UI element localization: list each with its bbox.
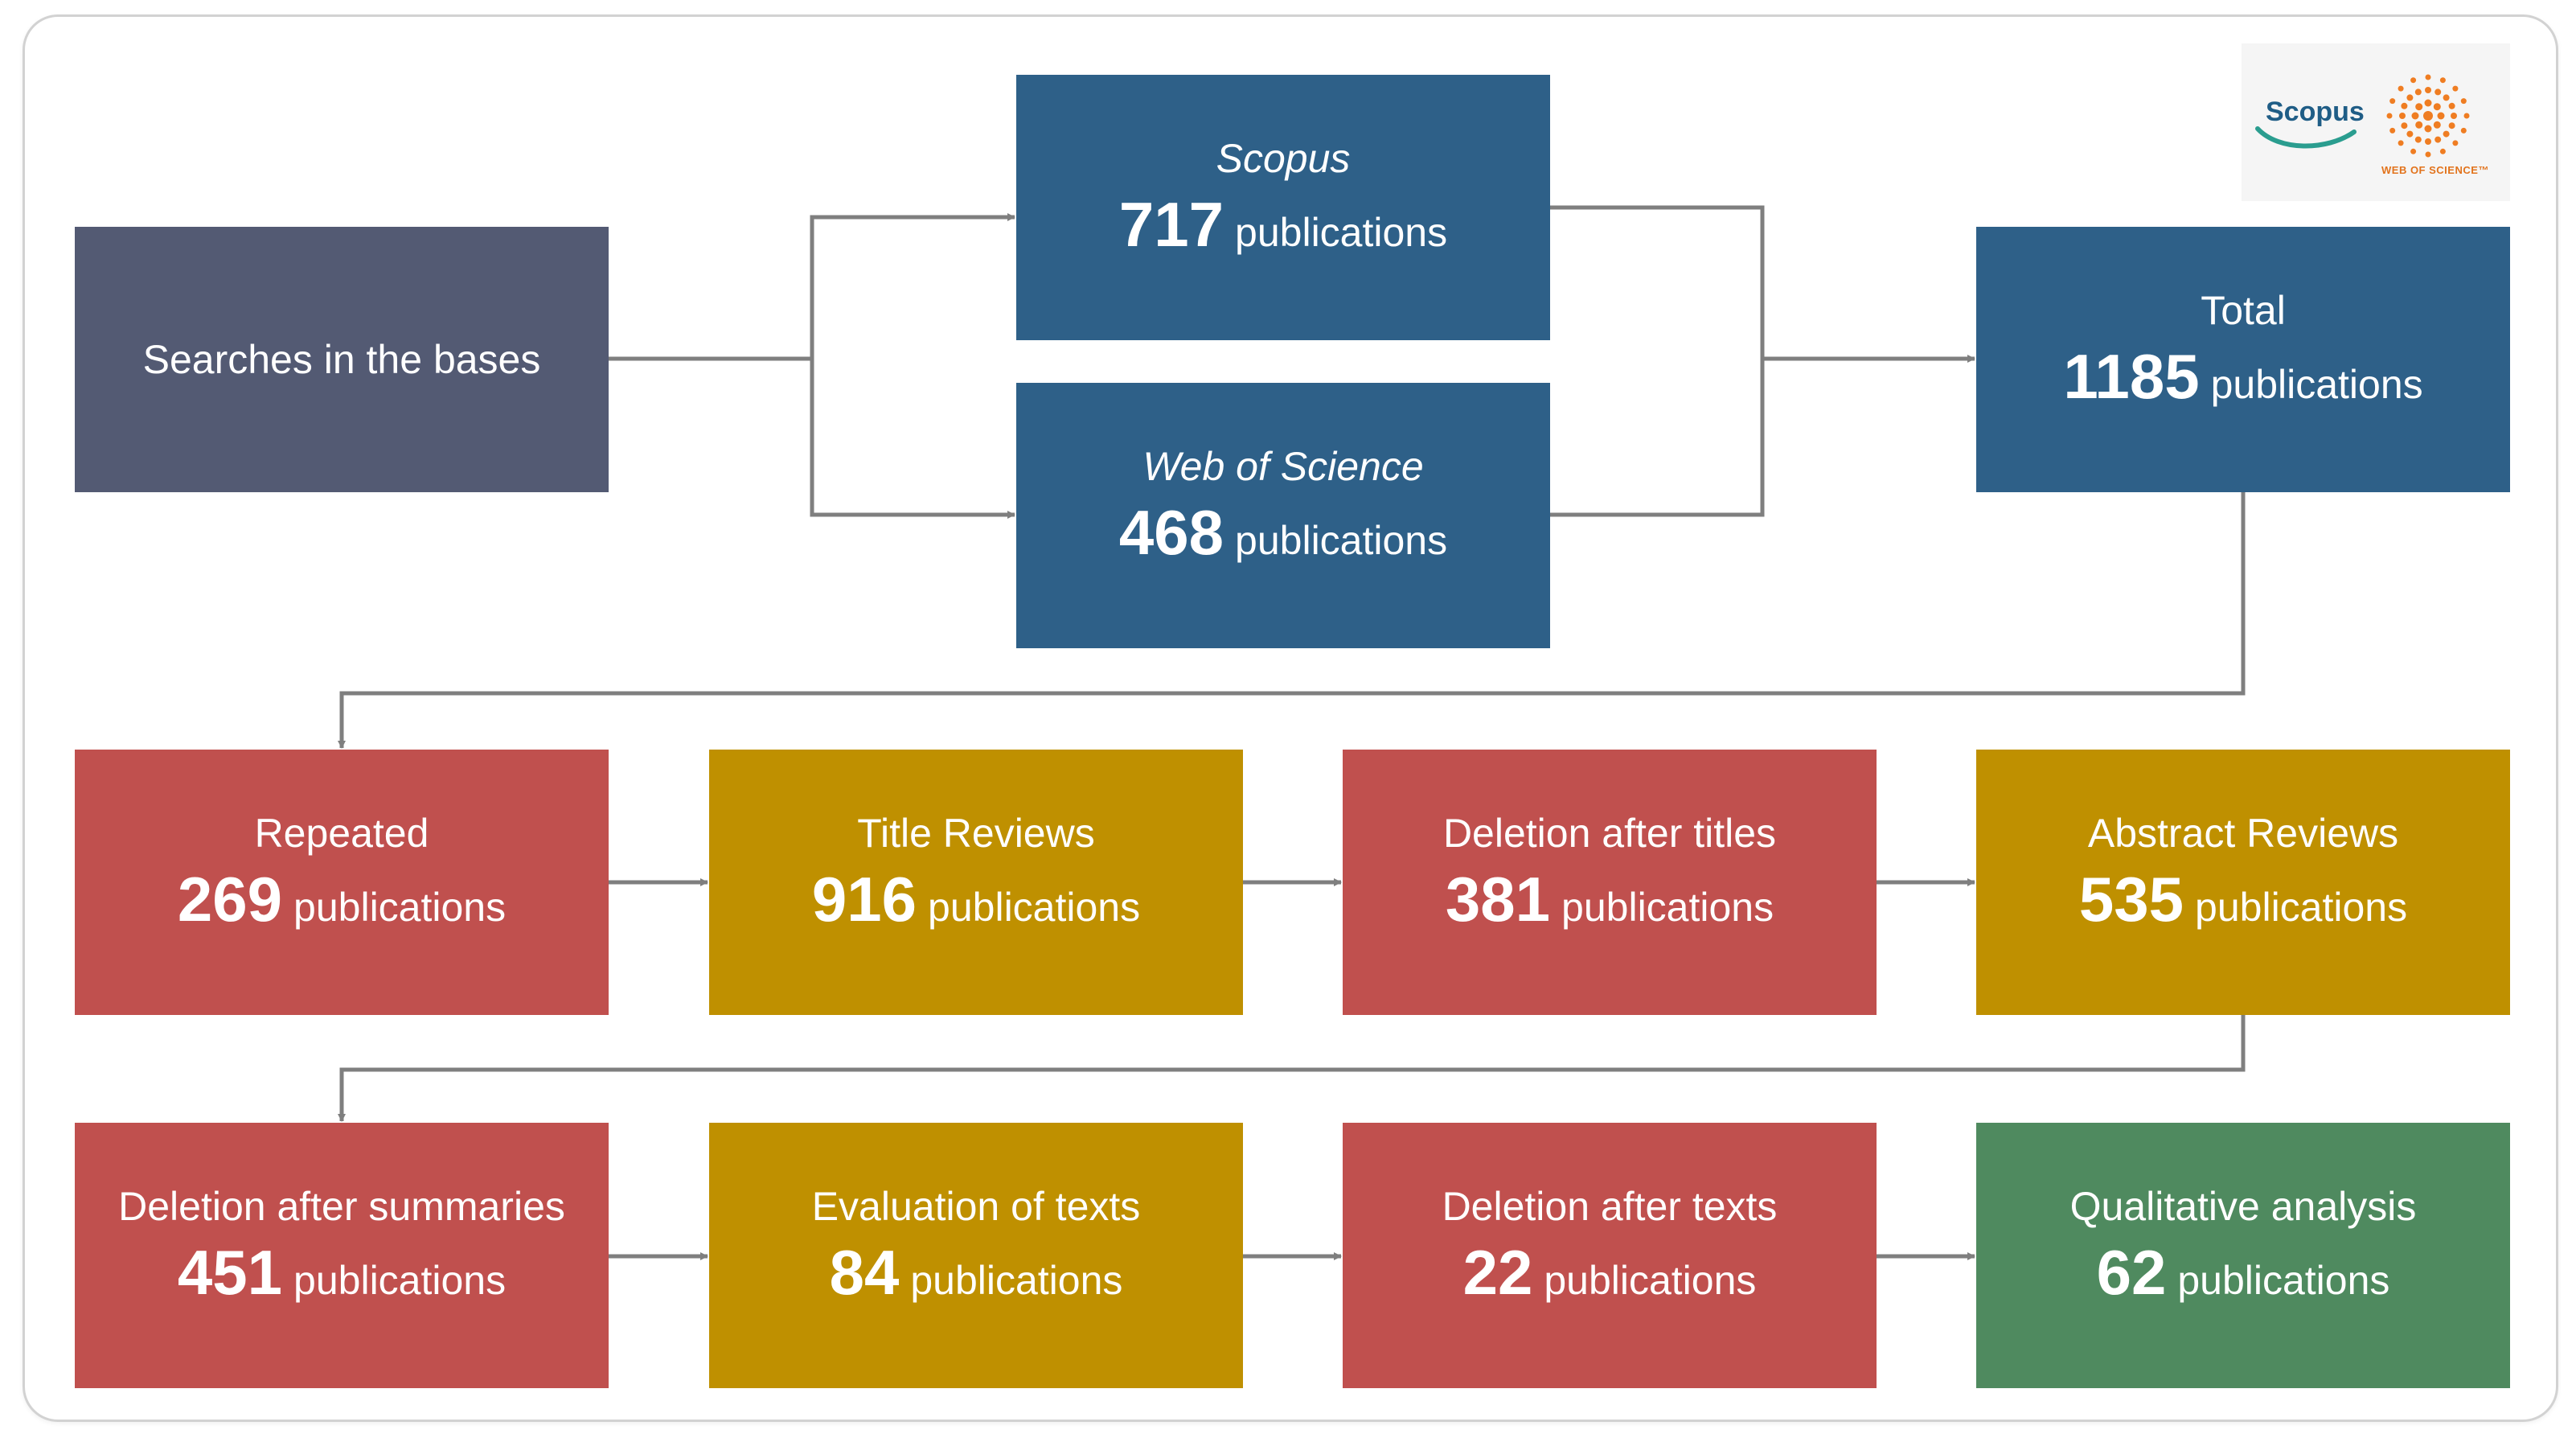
scopus-unit: publications [1235, 209, 1448, 255]
qualitative-analysis-box: Qualitative analysis 62 publications [1976, 1123, 2510, 1388]
wos-count-line: 468 publications [1119, 492, 1447, 591]
searches-label: Searches in the bases [142, 337, 541, 382]
scopus-swoosh-icon [2255, 126, 2357, 149]
deletion-texts-box: Deletion after texts 22 publications [1343, 1123, 1877, 1388]
wos-unit: publications [1235, 517, 1448, 563]
title-reviews-count-line: 916 publications [812, 859, 1140, 958]
deletion-texts-unit: publications [1544, 1257, 1757, 1303]
deletion-texts-count: 22 [1462, 1236, 1533, 1308]
scopus-logo-text: Scopus [2266, 97, 2365, 127]
deletion-summaries-count: 451 [177, 1236, 283, 1308]
wos-logo-text: WEB OF SCIENCE™ [2381, 164, 2489, 176]
repeated-count-line: 269 publications [178, 859, 506, 958]
scopus-count-line: 717 publications [1119, 184, 1447, 283]
deletion-titles-count: 381 [1445, 863, 1551, 935]
qualitative-analysis-count: 62 [2096, 1236, 2167, 1308]
repeated-label: Repeated [254, 810, 429, 856]
title-reviews-unit: publications [928, 884, 1141, 930]
qualitative-analysis-count-line: 62 publications [2097, 1232, 2390, 1331]
wos-label: Web of Science [1142, 443, 1424, 489]
deletion-titles-count-line: 381 publications [1446, 859, 1774, 958]
connector-to-wos [810, 359, 1015, 519]
evaluation-texts-box: Evaluation of texts 84 publications [709, 1123, 1243, 1388]
deletion-texts-count-line: 22 publications [1463, 1232, 1757, 1331]
abstract-reviews-unit: publications [2195, 884, 2408, 930]
evaluation-texts-count: 84 [829, 1236, 900, 1308]
total-unit: publications [2210, 361, 2423, 407]
abstract-reviews-count: 535 [2078, 863, 2184, 935]
abstract-reviews-label: Abstract Reviews [2087, 810, 2399, 856]
connector-total-to-repeated [338, 492, 2246, 749]
database-logos: Scopus WEB OF SCIENCE™ [2242, 43, 2510, 201]
deletion-summaries-count-line: 451 publications [178, 1232, 506, 1331]
deletion-summaries-unit: publications [293, 1257, 507, 1303]
deletion-titles-box: Deletion after titles 381 publications [1343, 750, 1877, 1015]
deletion-texts-label: Deletion after texts [1442, 1183, 1778, 1229]
qualitative-analysis-unit: publications [2177, 1257, 2390, 1303]
evaluation-texts-label: Evaluation of texts [811, 1183, 1141, 1229]
total-label: Total [2201, 287, 2286, 333]
title-reviews-box: Title Reviews 916 publications [709, 750, 1243, 1015]
web-of-science-icon [2386, 74, 2470, 158]
wos-count: 468 [1118, 496, 1224, 568]
deletion-summaries-box: Deletion after summaries 451 publications [75, 1123, 609, 1388]
deletion-titles-unit: publications [1561, 884, 1774, 930]
connector-wos-merge [1548, 359, 1765, 517]
scopus-box: Scopus 717 publications [1016, 75, 1550, 340]
title-reviews-label: Title Reviews [857, 810, 1095, 856]
deletion-titles-label: Deletion after titles [1442, 810, 1777, 856]
total-count-line: 1185 publications [2063, 336, 2422, 435]
searches-box: Searches in the bases [75, 227, 609, 492]
evaluation-texts-count-line: 84 publications [830, 1232, 1123, 1331]
scopus-label: Scopus [1216, 135, 1351, 181]
abstract-reviews-box: Abstract Reviews 535 publications [1976, 750, 2510, 1015]
total-count: 1185 [2063, 340, 2200, 412]
scopus-count: 717 [1118, 188, 1224, 260]
connector-scopus-merge [1548, 205, 1765, 359]
title-reviews-count: 916 [811, 863, 917, 935]
total-box: Total 1185 publications [1976, 227, 2510, 492]
evaluation-texts-unit: publications [910, 1257, 1123, 1303]
connector-to-scopus [810, 213, 1015, 359]
repeated-unit: publications [293, 884, 507, 930]
repeated-count: 269 [177, 863, 283, 935]
wos-box: Web of Science 468 publications [1016, 383, 1550, 648]
abstract-reviews-count-line: 535 publications [2079, 859, 2407, 958]
connector-abstract-to-summaries [338, 1015, 2246, 1122]
deletion-summaries-label: Deletion after summaries [118, 1183, 565, 1229]
qualitative-analysis-label: Qualitative analysis [2069, 1183, 2417, 1229]
repeated-box: Repeated 269 publications [75, 750, 609, 1015]
